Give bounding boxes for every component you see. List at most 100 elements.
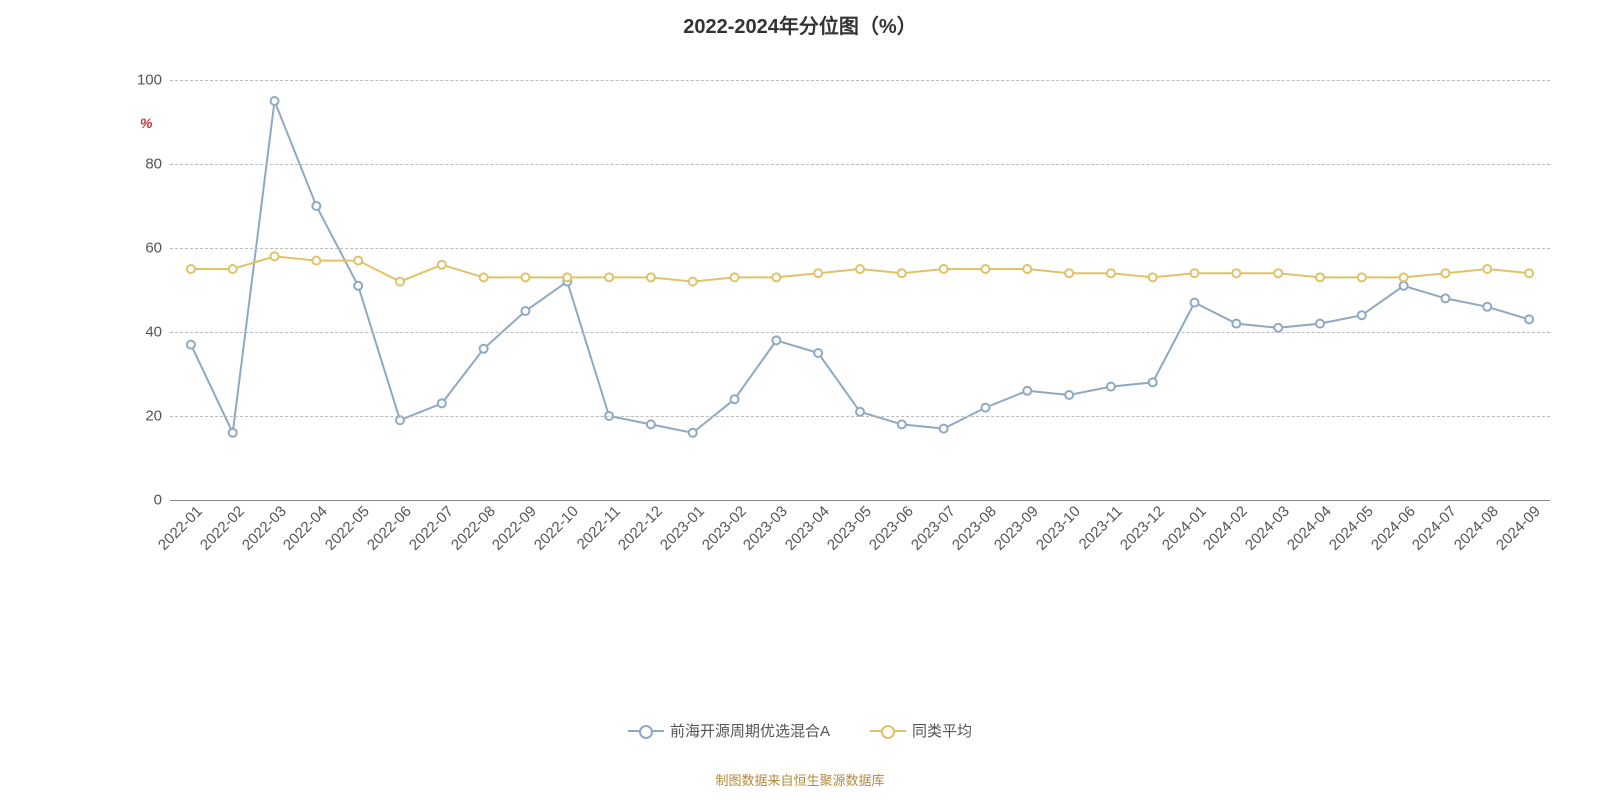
series-marker: [647, 420, 655, 428]
series-marker: [312, 257, 320, 265]
xtick-label: 2024-09: [1490, 500, 1544, 554]
y-axis-unit: %: [140, 115, 152, 131]
xtick-label: 2023-04: [779, 500, 833, 554]
series-marker: [1065, 269, 1073, 277]
ytick-label: 20: [145, 408, 170, 425]
chart-legend: 前海开源周期优选混合A 同类平均: [0, 720, 1600, 741]
series-marker: [521, 273, 529, 281]
xtick-label: 2022-11: [571, 500, 624, 553]
series-marker: [396, 278, 404, 286]
series-marker: [187, 265, 195, 273]
xtick-label: 2023-01: [654, 500, 708, 554]
series-marker: [229, 429, 237, 437]
series-marker: [438, 399, 446, 407]
series-marker: [814, 269, 822, 277]
series-marker: [1274, 324, 1282, 332]
legend-marker-icon: [881, 725, 895, 739]
legend-label: 同类平均: [912, 720, 972, 741]
ytick-label: 60: [145, 240, 170, 257]
legend-marker-icon: [639, 725, 653, 739]
xtick-label: 2024-02: [1197, 500, 1251, 554]
xtick-label: 2023-06: [863, 500, 917, 554]
line-series-svg: [170, 80, 1550, 500]
series-marker: [689, 278, 697, 286]
legend-swatch: [628, 730, 664, 732]
xtick-label: 2023-07: [905, 500, 959, 554]
xtick-label: 2024-07: [1407, 500, 1461, 554]
series-marker: [521, 307, 529, 315]
series-marker: [772, 336, 780, 344]
series-marker: [271, 97, 279, 105]
plot-area: % 0204060801002022-012022-022022-032022-…: [170, 80, 1550, 500]
series-marker: [563, 273, 571, 281]
xtick-label: 2022-12: [612, 500, 666, 554]
series-marker: [1483, 265, 1491, 273]
series-marker: [1316, 273, 1324, 281]
series-marker: [312, 202, 320, 210]
series-marker: [1023, 265, 1031, 273]
xtick-label: 2023-03: [737, 500, 791, 554]
xtick-label: 2024-08: [1448, 500, 1502, 554]
xtick-label: 2023-09: [988, 500, 1042, 554]
xtick-label: 2023-05: [821, 500, 875, 554]
ytick-label: 100: [137, 72, 170, 89]
percentile-line-chart: 2022-2024年分位图（%） % 0204060801002022-0120…: [0, 0, 1600, 800]
series-marker: [1107, 269, 1115, 277]
xtick-label: 2023-10: [1030, 500, 1084, 554]
series-marker: [731, 273, 739, 281]
series-marker: [689, 429, 697, 437]
series-marker: [940, 425, 948, 433]
xtick-label: 2024-01: [1156, 500, 1210, 554]
xtick-label: 2023-02: [696, 500, 750, 554]
series-marker: [271, 252, 279, 260]
legend-swatch: [870, 730, 906, 732]
series-marker: [438, 261, 446, 269]
gridline: [170, 164, 1550, 165]
series-marker: [1232, 269, 1240, 277]
xtick-label: 2022-08: [445, 500, 499, 554]
ytick-label: 40: [145, 324, 170, 341]
series-marker: [1149, 273, 1157, 281]
xtick-label: 2022-04: [277, 500, 331, 554]
series-marker: [1483, 303, 1491, 311]
series-marker: [940, 265, 948, 273]
series-marker: [731, 395, 739, 403]
series-marker: [647, 273, 655, 281]
series-marker: [1023, 387, 1031, 395]
series-marker: [1191, 299, 1199, 307]
series-marker: [187, 341, 195, 349]
xtick-label: 2023-12: [1114, 500, 1168, 554]
legend-item: 前海开源周期优选混合A: [628, 720, 830, 741]
series-marker: [354, 282, 362, 290]
series-marker: [981, 404, 989, 412]
xtick-label: 2024-04: [1281, 500, 1335, 554]
series-marker: [1191, 269, 1199, 277]
series-marker: [1107, 383, 1115, 391]
gridline: [170, 80, 1550, 81]
xtick-label: 2023-11: [1073, 500, 1126, 553]
chart-title: 2022-2024年分位图（%）: [0, 0, 1600, 39]
series-marker: [1065, 391, 1073, 399]
series-marker: [480, 273, 488, 281]
series-marker: [1441, 269, 1449, 277]
series-marker: [1400, 282, 1408, 290]
chart-footer: 制图数据来自恒生聚源数据库: [0, 770, 1600, 789]
series-marker: [898, 269, 906, 277]
xtick-label: 2022-10: [528, 500, 582, 554]
xtick-label: 2022-06: [361, 500, 415, 554]
xtick-label: 2022-02: [194, 500, 248, 554]
series-marker: [1274, 269, 1282, 277]
series-marker: [480, 345, 488, 353]
series-marker: [814, 349, 822, 357]
series-marker: [605, 273, 613, 281]
series-marker: [1441, 294, 1449, 302]
series-marker: [772, 273, 780, 281]
gridline: [170, 332, 1550, 333]
xtick-label: 2024-03: [1239, 500, 1293, 554]
xtick-label: 2022-09: [487, 500, 541, 554]
ytick-label: 80: [145, 156, 170, 173]
series-marker: [1525, 315, 1533, 323]
series-marker: [354, 257, 362, 265]
series-marker: [1358, 273, 1366, 281]
series-marker: [396, 416, 404, 424]
